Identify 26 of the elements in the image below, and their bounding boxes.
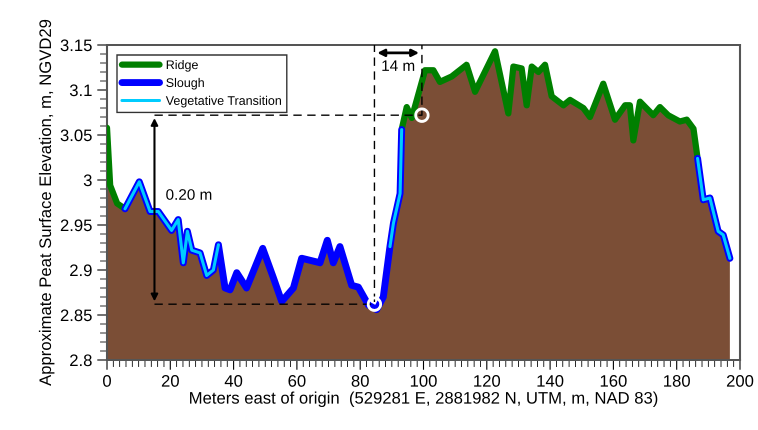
x-tick-label: 80 [352, 375, 369, 387]
x-tick-label: 40 [224, 375, 242, 387]
y-tick-label: 2.8 [70, 354, 92, 366]
y-tick-label: 2.9 [70, 264, 92, 276]
legend-label: Vegetative Transition [166, 96, 281, 108]
legend-label: Slough [166, 78, 204, 90]
y-tick-label: 3.05 [60, 129, 92, 142]
annotation: 0.20 m [166, 189, 212, 200]
x-axis-title: Meters east of origin (529281 E, 2881982 N, UTM, m, NAD 83) [190, 392, 658, 408]
x-tick-label: 160 [600, 375, 627, 387]
x-tick-label: 120 [474, 375, 500, 387]
y-tick-label: 2.95 [60, 219, 92, 232]
y-tick-label: 2.85 [60, 309, 92, 322]
x-tick-label: 140 [537, 375, 564, 387]
x-tick-label: 60 [288, 375, 306, 387]
y-tick-label: 3.1 [70, 84, 92, 96]
annotation: 14 m [382, 60, 414, 71]
x-tick-label: 100 [410, 375, 437, 387]
y-axis-title: Approximate Peat Surface Elevation, m, NGVD29 [38, 20, 54, 386]
y-tick-label: 3 [84, 174, 92, 186]
x-tick-label: 0 [103, 375, 111, 387]
legend-label: Ridge [166, 60, 198, 72]
x-tick-label: 180 [664, 375, 690, 387]
x-tick-label: 20 [162, 375, 179, 387]
x-tick-label: 200 [726, 375, 754, 387]
y-tick-label: 3.15 [60, 39, 92, 52]
